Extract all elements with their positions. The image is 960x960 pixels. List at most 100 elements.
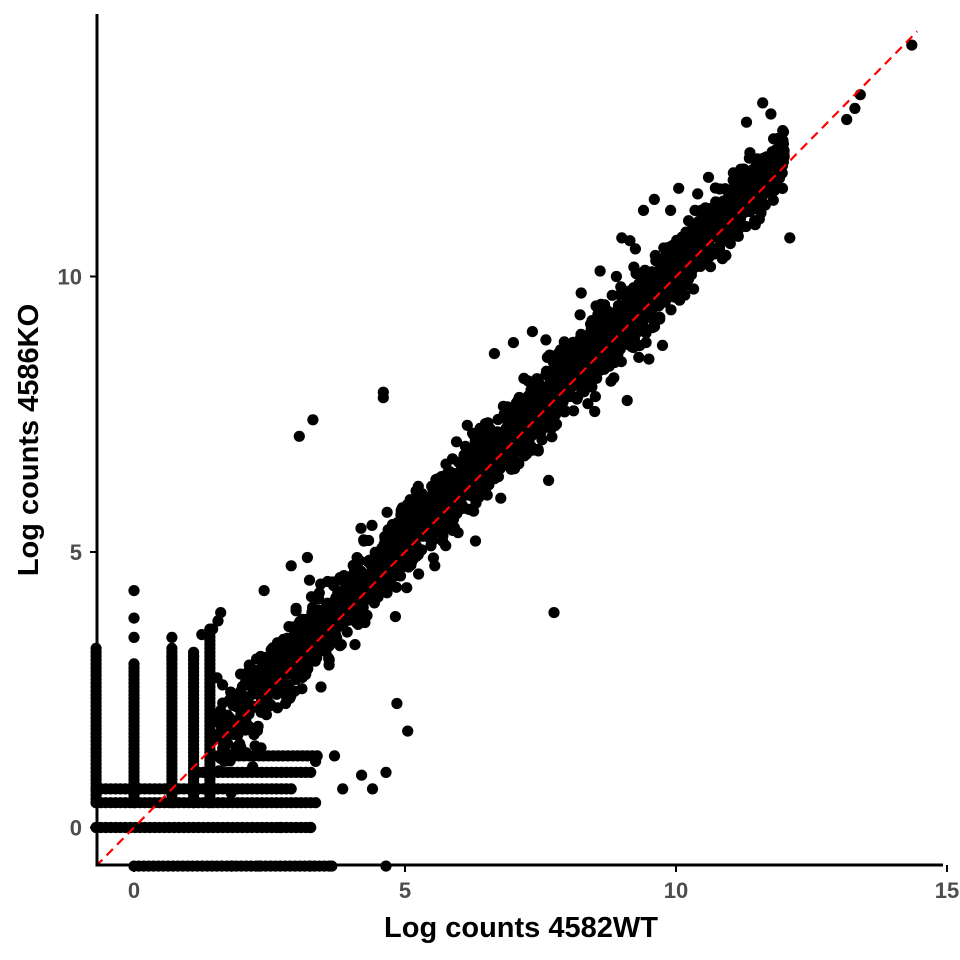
data-point: [757, 97, 769, 109]
y-tick-label: 0: [70, 816, 82, 841]
data-point: [559, 347, 571, 359]
data-point: [244, 660, 256, 672]
data-point: [598, 360, 610, 372]
data-point: [730, 177, 742, 189]
data-point: [615, 337, 628, 349]
data-point: [647, 279, 659, 291]
data-point: [678, 278, 690, 290]
data-point: [443, 518, 455, 530]
data-point: [532, 445, 544, 457]
data-point: [128, 658, 140, 670]
data-point: [304, 652, 316, 664]
data-point: [784, 232, 796, 244]
data-point: [238, 724, 250, 736]
data-point: [166, 651, 178, 663]
data-point: [692, 188, 704, 200]
data-point: [442, 508, 454, 520]
data-point: [290, 602, 302, 614]
data-point: [577, 342, 589, 354]
data-point: [166, 642, 178, 655]
data-point: [309, 641, 321, 653]
data-point: [550, 418, 563, 430]
data-point: [128, 631, 140, 644]
data-point: [762, 169, 774, 181]
data-point: [492, 413, 504, 426]
data-point: [768, 133, 780, 145]
data-point: [369, 546, 381, 559]
data-point: [251, 653, 263, 665]
data-point: [702, 171, 715, 183]
data-point: [571, 393, 583, 405]
data-point: [536, 434, 548, 446]
data-point: [557, 365, 569, 377]
x-tick-label: 15: [935, 878, 959, 903]
data-point: [422, 525, 434, 537]
data-point: [716, 207, 728, 219]
data-point: [841, 113, 853, 126]
data-point: [391, 697, 403, 710]
data-point: [251, 724, 264, 737]
data-point: [488, 348, 500, 360]
data-point: [629, 285, 642, 298]
data-point: [306, 606, 318, 618]
x-tick-label: 5: [399, 878, 411, 903]
data-point: [635, 294, 647, 306]
data-point: [609, 318, 621, 330]
data-point: [743, 152, 756, 164]
data-point: [751, 166, 763, 178]
data-point: [673, 182, 685, 194]
data-point: [432, 478, 445, 490]
y-tick-label: 5: [70, 540, 82, 565]
data-point: [621, 394, 633, 407]
data-point: [461, 419, 473, 431]
x-tick-label: 10: [664, 878, 688, 903]
data-point: [242, 701, 254, 713]
data-point: [645, 266, 657, 278]
data-point: [568, 405, 580, 417]
data-point: [166, 631, 178, 644]
data-point: [594, 336, 606, 348]
data-point: [401, 582, 413, 594]
data-point: [382, 580, 394, 593]
data-point: [647, 322, 659, 334]
data-point: [532, 377, 544, 389]
data-point: [382, 537, 394, 549]
data-point: [420, 508, 432, 520]
data-point: [437, 530, 449, 542]
data-point: [753, 179, 765, 191]
data-point: [546, 431, 558, 443]
data-point: [235, 741, 247, 753]
data-point: [574, 332, 587, 345]
data-point: [128, 585, 140, 597]
data-point: [402, 561, 415, 573]
data-point: [304, 821, 316, 834]
data-point: [230, 693, 243, 705]
data-point: [408, 513, 420, 525]
data-point: [499, 459, 511, 471]
data-point: [284, 643, 296, 655]
data-point: [663, 263, 675, 275]
data-point: [388, 554, 400, 566]
data-point: [770, 155, 782, 167]
data-point: [264, 651, 276, 663]
data-point: [315, 681, 327, 693]
data-point: [637, 204, 650, 216]
data-point: [575, 287, 587, 299]
data-point: [546, 382, 558, 394]
data-point: [541, 412, 553, 424]
y-axis-title: Log counts 4586KO: [13, 304, 45, 576]
reference-line: [95, 30, 918, 867]
data-point: [269, 686, 281, 698]
data-point: [321, 600, 333, 612]
data-point: [644, 305, 656, 318]
data-point: [644, 288, 656, 300]
data-point: [615, 356, 627, 368]
data-point: [252, 671, 264, 683]
data-point: [548, 607, 560, 619]
data-point: [694, 239, 706, 251]
data-point: [290, 629, 302, 641]
data-point: [396, 502, 408, 514]
data-point: [450, 436, 463, 448]
data-point: [425, 540, 437, 552]
